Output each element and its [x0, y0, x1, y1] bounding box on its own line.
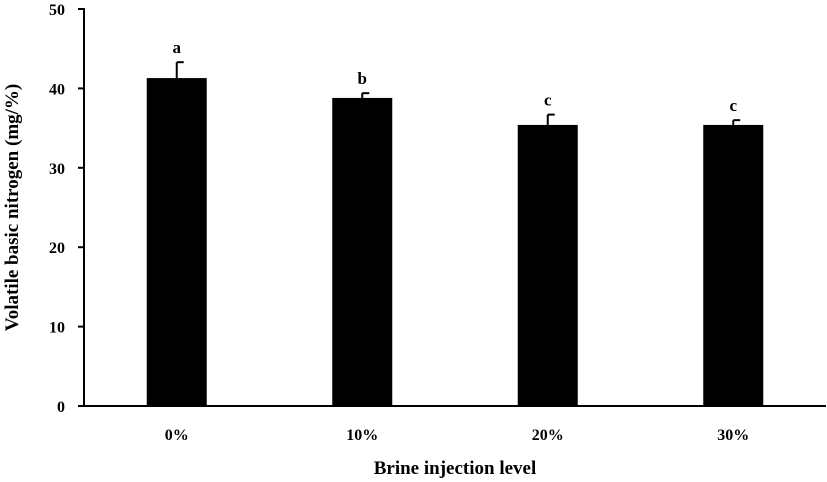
x-tick-label: 30%: [717, 427, 749, 444]
y-tick-label: 20: [49, 240, 65, 257]
y-tick-label: 0: [57, 399, 65, 416]
bars: a b c c: [146, 38, 764, 406]
x-axis: 0% 10% 20% 30%: [83, 405, 826, 444]
significance-label: c: [544, 91, 552, 110]
x-tick-label: 10%: [346, 427, 378, 444]
bar: [517, 124, 578, 406]
x-axis-title: Brine injection level: [374, 458, 537, 479]
bar: [332, 97, 393, 406]
significance-label: b: [358, 69, 367, 88]
y-axis: 0 10 20 30 40 50: [49, 2, 85, 416]
x-tick-label: 20%: [532, 427, 564, 444]
y-tick-label: 30: [49, 161, 65, 178]
bar: [703, 124, 764, 406]
y-tick-label: 10: [49, 320, 65, 337]
y-tick-label: 40: [49, 81, 65, 98]
bar: [146, 78, 207, 406]
y-axis-title: Volatile basic nitrogen (mg/%): [2, 84, 23, 332]
x-tick-label: 0%: [165, 427, 189, 444]
y-tick-label: 50: [49, 2, 65, 19]
significance-label: a: [173, 38, 182, 57]
significance-label: c: [729, 96, 737, 115]
